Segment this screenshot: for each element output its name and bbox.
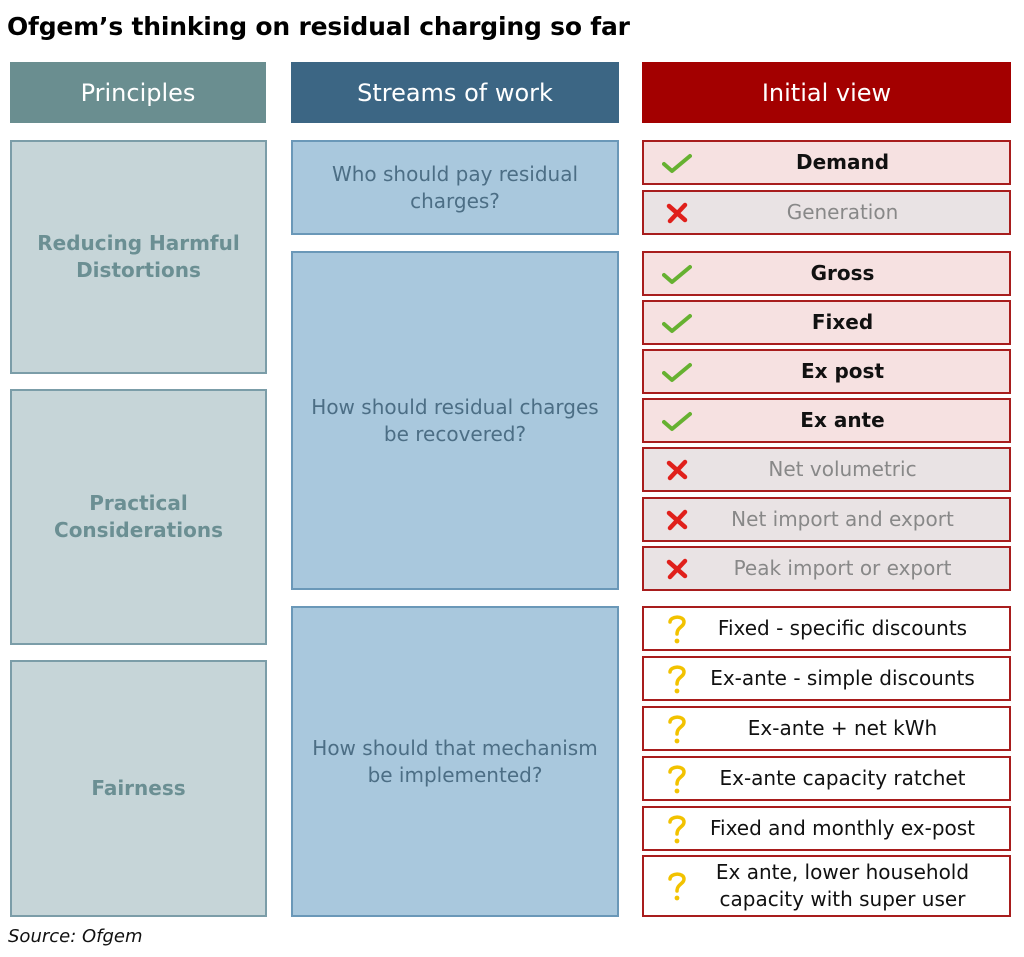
question-icon <box>662 614 692 644</box>
cross-icon <box>662 455 692 485</box>
source-note: Source: Ofgem <box>8 926 143 947</box>
check-icon <box>662 406 692 436</box>
initial-view-label: Fixed <box>811 310 874 334</box>
initial-view-label: Peak import or export <box>733 556 952 580</box>
initial-view-label: Net import and export <box>731 507 954 531</box>
question-icon <box>662 764 692 794</box>
initial-view-item: Fixed <box>642 300 1011 345</box>
initial-view-label: Ex ante, lower household capacity with s… <box>715 860 970 911</box>
initial-view-item: Ex ante <box>642 398 1011 443</box>
cross-icon <box>662 198 692 228</box>
initial-view-item: Ex-ante + net kWh <box>642 706 1011 751</box>
check-icon <box>662 357 692 387</box>
question-icon <box>662 871 692 901</box>
initial-view-label: Net volumetric <box>768 457 917 481</box>
initial-view-label: Gross <box>810 261 875 285</box>
cross-icon <box>662 554 692 584</box>
principle-box: Fairness <box>10 660 267 917</box>
stream-box: How should residual charges be recovered… <box>291 251 619 590</box>
initial-view-label: Fixed - specific discounts <box>717 616 968 640</box>
check-icon <box>662 259 692 289</box>
principle-box: Practical Considerations <box>10 389 267 645</box>
initial-view-item: Ex-ante - simple discounts <box>642 656 1011 701</box>
page-title: Ofgem’s thinking on residual charging so… <box>7 12 630 41</box>
initial-view-label: Ex-ante + net kWh <box>747 716 938 740</box>
check-icon <box>662 308 692 338</box>
question-icon <box>662 714 692 744</box>
initial-view-header: Initial view <box>642 62 1011 123</box>
initial-view-item: Fixed - specific discounts <box>642 606 1011 651</box>
initial-view-item: Ex ante, lower household capacity with s… <box>642 855 1011 917</box>
initial-view-item: Gross <box>642 251 1011 296</box>
initial-view-label: Ex-ante capacity ratchet <box>719 766 966 790</box>
streams-header: Streams of work <box>291 62 619 123</box>
initial-view-label: Ex ante <box>800 408 885 432</box>
initial-view-item: Generation <box>642 190 1011 235</box>
question-icon <box>662 664 692 694</box>
stream-box: Who should pay residual charges? <box>291 140 619 235</box>
initial-view-label: Ex-ante - simple discounts <box>710 666 975 690</box>
initial-view-item: Net volumetric <box>642 447 1011 492</box>
initial-view-item: Fixed and monthly ex-post <box>642 806 1011 851</box>
principles-header: Principles <box>10 62 266 123</box>
initial-view-label: Fixed and monthly ex-post <box>709 816 976 840</box>
initial-view-label: Demand <box>795 150 890 174</box>
initial-view-item: Demand <box>642 140 1011 185</box>
initial-view-label: Generation <box>786 200 899 224</box>
initial-view-item: Net import and export <box>642 497 1011 542</box>
check-icon <box>662 148 692 178</box>
cross-icon <box>662 505 692 535</box>
initial-view-item: Peak import or export <box>642 546 1011 591</box>
principle-box: Reducing Harmful Distortions <box>10 140 267 374</box>
initial-view-item: Ex-ante capacity ratchet <box>642 756 1011 801</box>
initial-view-label: Ex post <box>800 359 885 383</box>
question-icon <box>662 814 692 844</box>
stream-box: How should that mechanism be implemented… <box>291 606 619 917</box>
initial-view-item: Ex post <box>642 349 1011 394</box>
